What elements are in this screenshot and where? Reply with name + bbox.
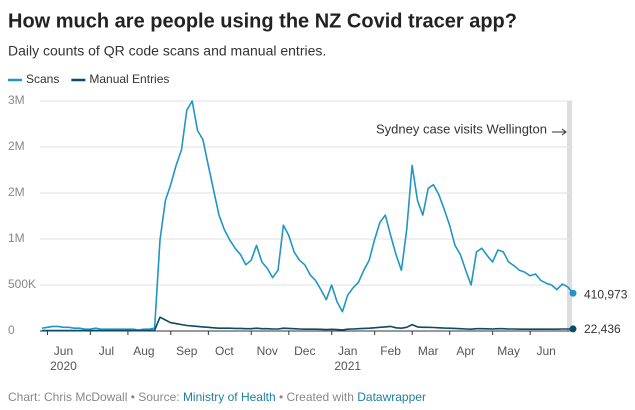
legend-label: Scans — [26, 72, 59, 86]
footer: Chart: Chris McDowall • Source: Ministry… — [8, 390, 426, 404]
y-tick-label: 1M — [8, 231, 25, 245]
x-tick-label: Sep — [176, 344, 198, 358]
y-tick-label: 0 — [8, 323, 15, 337]
x-tick-label: Apr — [456, 344, 475, 358]
event-band — [567, 101, 572, 331]
legend-label: Manual Entries — [89, 72, 169, 86]
x-tick-label: Mar — [418, 344, 439, 358]
x-tick-label: May — [497, 344, 520, 358]
end-dot — [569, 289, 577, 297]
series-line — [41, 100, 574, 331]
value-label: 410,973 — [584, 287, 628, 301]
chart: How much are people using the NZ Covid t… — [8, 10, 628, 373]
source-label: • Source: — [130, 390, 180, 404]
source-link[interactable]: Ministry of Health — [182, 390, 276, 404]
annotation: Sydney case visits Wellington — [376, 121, 547, 136]
x-tick-label: Jun — [537, 344, 556, 358]
y-tick-label: 2M — [8, 139, 25, 153]
chart-title: How much are people using the NZ Covid t… — [8, 10, 517, 32]
y-tick-label: 3M — [8, 93, 25, 107]
value-label: 22,436 — [584, 322, 621, 336]
x-tick-label: Jun 2020 — [50, 344, 77, 373]
y-tick-label: 500K — [8, 277, 36, 291]
end-dot — [569, 325, 577, 333]
x-tick-label: Oct — [215, 344, 234, 358]
x-tick-label: Feb — [380, 344, 401, 358]
chart-subtitle: Daily counts of QR code scans and manual… — [8, 43, 326, 59]
x-tick-label: Jul — [99, 344, 114, 358]
x-tick-label: Nov — [257, 344, 278, 358]
x-tick-label: Dec — [294, 344, 315, 358]
annotation-arrow-head — [561, 128, 567, 136]
tool-link[interactable]: Datawrapper — [357, 390, 426, 404]
y-tick-label: 2M — [8, 185, 25, 199]
x-tick-label: Jan 2021 — [334, 344, 361, 373]
credit: Chart: Chris McDowall — [8, 390, 128, 404]
series-line — [42, 316, 574, 332]
made-with: • Created with — [278, 390, 354, 404]
x-tick-label: Aug — [133, 344, 154, 358]
